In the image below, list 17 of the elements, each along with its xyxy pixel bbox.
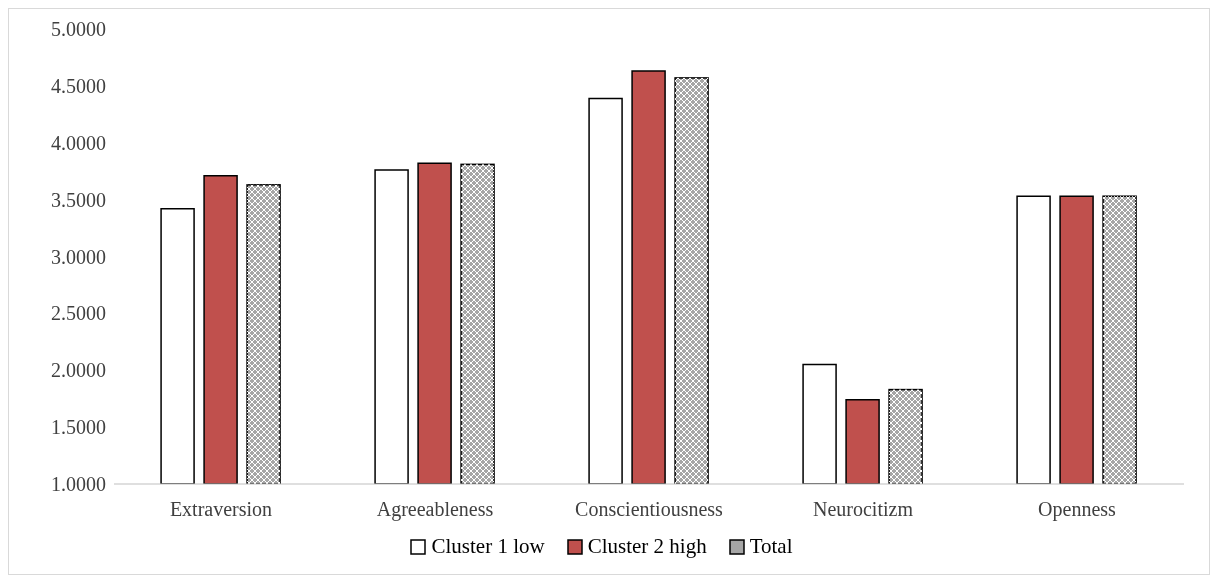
x-tick-label: Extraversion: [169, 498, 273, 521]
x-tick-label: Neurocitizm: [813, 498, 914, 521]
y-tick-label: 3.0000: [51, 245, 106, 268]
legend-label: Cluster 1 low: [431, 534, 545, 559]
y-tick-label: 1.0000: [51, 473, 106, 496]
y-tick-label: 5.0000: [51, 18, 106, 41]
y-tick-label: 2.5000: [51, 302, 106, 325]
x-tick-label: Conscientiousness: [575, 498, 724, 521]
legend-label: Cluster 2 high: [587, 534, 707, 559]
y-tick-label: 4.0000: [51, 131, 106, 154]
x-tick-label: Agreeableness: [376, 498, 494, 522]
x-tick-label: Openness: [1038, 498, 1117, 522]
legend-label: Total: [749, 534, 793, 559]
y-tick-label: 2.0000: [51, 359, 106, 382]
y-tick-label: 4.5000: [51, 74, 106, 97]
y-tick-label: 3.5000: [51, 188, 106, 211]
y-tick-label: 1.5000: [51, 416, 106, 439]
